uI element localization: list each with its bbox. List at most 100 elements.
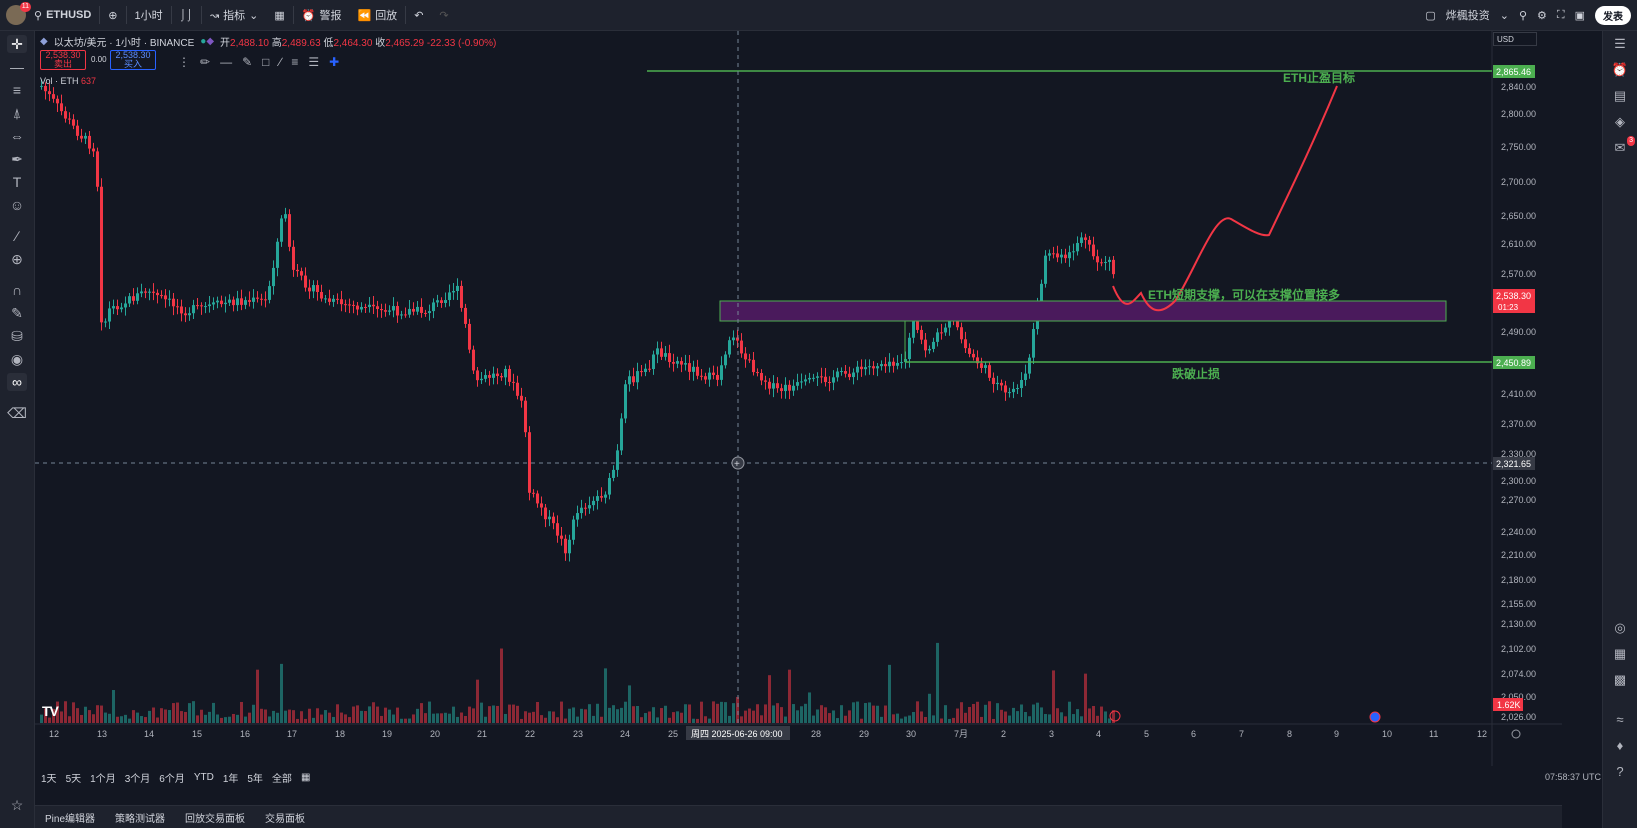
lock-pencil-icon[interactable]: ✎ <box>11 305 23 321</box>
target-annotation[interactable]: ETH止盈目标 <box>1283 70 1355 85</box>
candle-body <box>752 359 755 373</box>
signal-icon[interactable]: ≈ <box>1616 712 1624 727</box>
calendar-icon[interactable]: ▦ <box>1613 646 1627 661</box>
quick-search-icon[interactable]: ⚲ <box>1518 9 1528 22</box>
range-5[interactable]: YTD <box>193 771 214 783</box>
zoom-in-icon[interactable]: ⊕ <box>11 251 23 267</box>
trash-icon[interactable]: ⌫ <box>7 405 27 421</box>
range-4[interactable]: 6个月 <box>159 773 185 785</box>
text-icon[interactable]: T <box>12 174 22 190</box>
bell-icon[interactable]: ♦ <box>1616 738 1624 753</box>
volume-bar <box>244 716 247 723</box>
candle-body <box>720 365 723 380</box>
currency-select[interactable]: USD <box>1493 32 1537 46</box>
range-0[interactable]: 1天 <box>41 773 57 785</box>
sell-button[interactable]: 2,538.30 卖出 <box>40 50 86 70</box>
crosshair-plus-icon[interactable] <box>731 456 745 470</box>
utc-clock[interactable]: 07:58:37 UTC <box>1544 772 1601 782</box>
brush-icon[interactable]: ✒ <box>11 151 23 167</box>
favorite-star-icon[interactable]: ☆ <box>10 797 24 813</box>
workspace-name[interactable]: 烨楓投资 <box>1445 10 1490 22</box>
fib-icon[interactable]: ≡ <box>12 82 22 98</box>
range-1[interactable]: 5天 <box>65 773 82 785</box>
interval-button[interactable]: 1小时 <box>127 0 171 30</box>
replay-button[interactable]: ⏪ 回放 <box>349 0 405 30</box>
chat-icon[interactable]: ✉ 3 <box>1614 136 1635 155</box>
magnet-icon[interactable]: ∩ <box>11 282 23 298</box>
symbol-title[interactable]: 以太坊/美元 · 1小时 · BINANCE <box>53 38 195 49</box>
rectangle-icon[interactable]: □ <box>262 55 270 69</box>
watchlist-icon[interactable]: ☰ <box>1614 36 1626 51</box>
avatar[interactable]: 11 <box>6 2 31 25</box>
pen-icon[interactable]: ✏ <box>200 55 211 69</box>
rewind-icon: ⏪ <box>357 9 372 22</box>
pencil-icon[interactable]: ✎ <box>242 55 253 69</box>
settings-sliders-icon[interactable]: ☰ <box>308 55 320 69</box>
lightning-event-icon[interactable] <box>1109 710 1121 722</box>
panel-tab-1[interactable]: 策略测试器 <box>115 813 166 825</box>
link-icon[interactable]: ∞ <box>7 373 27 391</box>
target-icon[interactable]: ◎ <box>1614 620 1626 635</box>
apps-grid-icon[interactable]: ▩ <box>1613 672 1627 687</box>
undo-button[interactable]: ↶ <box>406 0 431 30</box>
range-8[interactable]: 全部 <box>271 773 292 785</box>
alarm-clock-icon[interactable]: ⏰ <box>1611 62 1629 77</box>
layers-icon[interactable]: ◈ <box>1615 114 1625 129</box>
parallel-channel-icon[interactable]: ≡ <box>291 55 299 69</box>
support-annotation[interactable]: ETH短期支撑，可以在支撑位置接多 <box>1148 287 1340 302</box>
volume-bar <box>1088 708 1091 723</box>
range-2[interactable]: 1个月 <box>90 773 116 785</box>
indicators-button[interactable]: ↝ 指标 ⌄ <box>202 0 266 30</box>
axis-settings-icon[interactable] <box>1511 729 1521 739</box>
drag-handle-icon[interactable]: ⋮ <box>178 55 190 69</box>
candle-body <box>244 300 247 305</box>
projection-path[interactable] <box>1112 85 1338 312</box>
symbol-search[interactable]: ⚲ ETHUSD <box>26 0 99 30</box>
brush-icon[interactable]: ∕ <box>279 55 282 69</box>
chart-type-button[interactable]: ⌡⌡ <box>172 0 201 30</box>
flag-event-icon[interactable] <box>1369 711 1381 723</box>
lock-icon[interactable]: ⛁ <box>11 328 23 344</box>
price-axis[interactable]: 2,840.00 2,800.00 2,750.00 2,700.00 2,650.00… <box>1501 82 1536 722</box>
trend-line-icon[interactable]: — <box>10 59 24 75</box>
volume-bar <box>436 713 439 723</box>
settings-icon[interactable]: ⚙ <box>1537 9 1547 22</box>
price-chart[interactable]: + ETH止盈目标 ETH短期支撑，可以在支撑位置接多 跌破止损 2,840.0… <box>35 31 1562 766</box>
ruler-icon[interactable]: ∕ <box>15 228 19 244</box>
buy-button[interactable]: 2,538.30 买入 <box>110 50 156 70</box>
chevron-down-icon[interactable]: ⌄ <box>1499 9 1509 22</box>
camera-icon[interactable]: ▣ <box>1574 9 1585 22</box>
line-icon[interactable]: — <box>220 55 233 69</box>
forecast-icon[interactable]: ⇔ <box>10 128 24 144</box>
news-icon[interactable]: ▤ <box>1613 88 1627 103</box>
pattern-icon[interactable]: ⍋ <box>12 105 22 121</box>
date-range-calendar-icon[interactable]: ▦ <box>300 771 311 783</box>
help-icon[interactable]: ? <box>1616 764 1624 779</box>
panel-tab-3[interactable]: 交易面板 <box>265 813 306 825</box>
crosshair-icon[interactable]: ✛ <box>7 35 27 53</box>
stop-annotation[interactable]: 跌破止损 <box>1172 366 1220 381</box>
panel-tab-0[interactable]: Pine编辑器 <box>45 813 96 825</box>
eye-icon[interactable]: ◉ <box>10 351 24 367</box>
alert-button[interactable]: ⏰ 警报 <box>294 0 350 30</box>
redo-button[interactable]: ↷ <box>431 0 456 30</box>
publish-button[interactable]: 发表 <box>1595 5 1631 25</box>
panel-tab-2[interactable]: 回放交易面板 <box>185 813 246 825</box>
layouts-button[interactable]: ▦ <box>266 0 292 30</box>
emoji-icon[interactable]: ☺ <box>9 197 25 213</box>
support-zone[interactable] <box>719 300 1447 322</box>
volume-bar <box>1076 709 1079 723</box>
volume-bar <box>228 716 231 723</box>
volume-bar <box>956 708 959 723</box>
crosshair-plus-tool-icon[interactable]: ✚ <box>329 55 340 69</box>
candle-body <box>956 317 959 328</box>
range-6[interactable]: 1年 <box>222 773 239 785</box>
volume-bar <box>44 708 47 723</box>
compare-button[interactable]: ⊕ <box>100 0 125 30</box>
time-axis[interactable]: 12 13 14 15 16 17 18 19 20 21 22 23 24 25 28 29 30 7月 2 3 4 5… <box>49 729 1487 739</box>
layout-square-icon[interactable]: ▢ <box>1425 9 1436 22</box>
fullscreen-icon[interactable]: ⛶ <box>1556 8 1565 21</box>
range-7[interactable]: 5年 <box>247 773 263 785</box>
range-3[interactable]: 3个月 <box>124 773 151 785</box>
volume-tag <box>1493 698 1523 711</box>
